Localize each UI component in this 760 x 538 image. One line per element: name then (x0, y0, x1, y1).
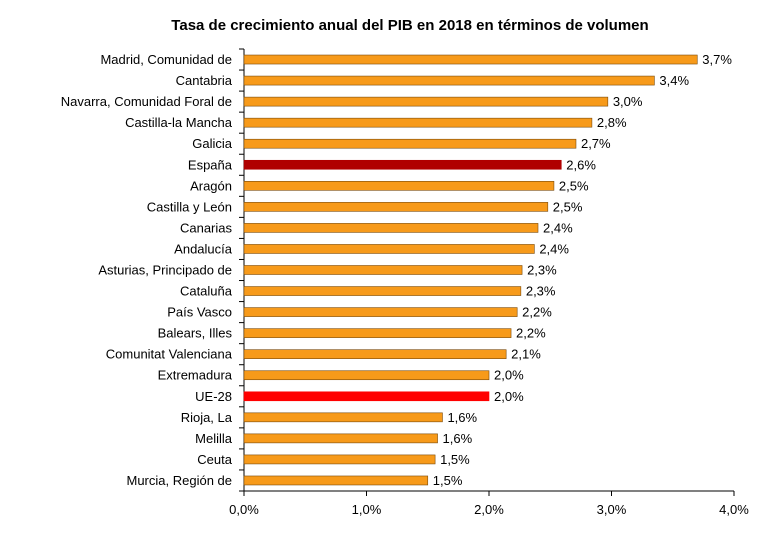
axis-layer: 0,0% 1,0% 2,0% 3,0% 4,0% (229, 48, 749, 517)
labels-layer: Madrid, Comunidad de 3,7% Cantabria 3,4% Nav… (61, 52, 733, 488)
category-label: Castilla y León (147, 199, 232, 214)
data-label: 2,4% (539, 241, 569, 256)
data-label: 2,0% (494, 368, 524, 383)
bar (243, 286, 522, 296)
bar (243, 202, 549, 212)
bar (243, 117, 593, 128)
bar (243, 307, 518, 317)
bar (243, 454, 436, 465)
data-label: 2,1% (511, 347, 541, 362)
category-label: Asturias, Principado de (98, 263, 232, 278)
data-label: 2,2% (522, 305, 552, 320)
bar (243, 181, 555, 191)
bar (243, 433, 438, 444)
category-label: Murcia, Región de (127, 473, 233, 488)
category-label: Extremadura (158, 368, 233, 383)
category-label: Melilla (195, 431, 233, 446)
category-label: Cataluña (180, 284, 233, 299)
bar (243, 223, 539, 233)
bar (243, 159, 562, 170)
data-label: 1,6% (447, 410, 477, 425)
bar (243, 244, 535, 254)
data-label: 1,5% (440, 452, 470, 467)
x-tick-label: 2,0% (474, 502, 504, 517)
x-tick-label: 1,0% (352, 502, 382, 517)
x-tick-label: 3,0% (597, 502, 627, 517)
category-label: Cantabria (176, 73, 233, 88)
bar (243, 138, 577, 149)
category-label: Balears, Illes (158, 326, 233, 341)
category-label: País Vasco (167, 305, 232, 320)
bar (243, 265, 523, 275)
bar (243, 75, 655, 86)
bar (243, 328, 512, 338)
category-label: Aragón (190, 178, 232, 193)
data-label: 2,7% (581, 136, 611, 151)
category-label: Andalucía (174, 241, 233, 256)
bar (243, 475, 429, 486)
x-tick-label: 4,0% (719, 502, 749, 517)
bar (243, 370, 490, 381)
category-label: Castilla-la Mancha (125, 115, 233, 130)
data-label: 3,7% (702, 52, 732, 67)
data-label: 1,6% (443, 431, 473, 446)
chart-title: Tasa de crecimiento anual del PIB en 201… (171, 17, 648, 34)
data-label: 3,4% (659, 73, 689, 88)
data-label: 2,5% (559, 178, 589, 193)
bar (243, 96, 609, 107)
category-label: Comunitat Valenciana (106, 347, 233, 362)
category-label: Ceuta (197, 452, 232, 467)
category-label: Navarra, Comunidad Foral de (61, 94, 232, 109)
bar (243, 412, 443, 423)
data-label: 3,0% (613, 94, 643, 109)
data-label: 1,5% (433, 473, 463, 488)
category-label: Madrid, Comunidad de (100, 52, 232, 67)
bar (243, 349, 507, 359)
data-label: 2,6% (566, 157, 596, 172)
x-tick-label: 0,0% (229, 502, 259, 517)
data-label: 2,4% (543, 220, 573, 235)
category-label: Galicia (192, 136, 233, 151)
data-label: 2,3% (527, 263, 557, 278)
data-label: 2,5% (553, 199, 583, 214)
category-label: UE-28 (195, 389, 232, 404)
category-label: Canarias (180, 220, 233, 235)
category-label: Rioja, La (181, 410, 233, 425)
bar (243, 391, 490, 402)
data-label: 2,0% (494, 389, 524, 404)
category-label: España (188, 157, 233, 172)
bars-layer (243, 54, 698, 486)
data-label: 2,8% (597, 115, 627, 130)
data-label: 2,2% (516, 326, 546, 341)
data-label: 2,3% (526, 284, 556, 299)
bar (243, 54, 698, 65)
